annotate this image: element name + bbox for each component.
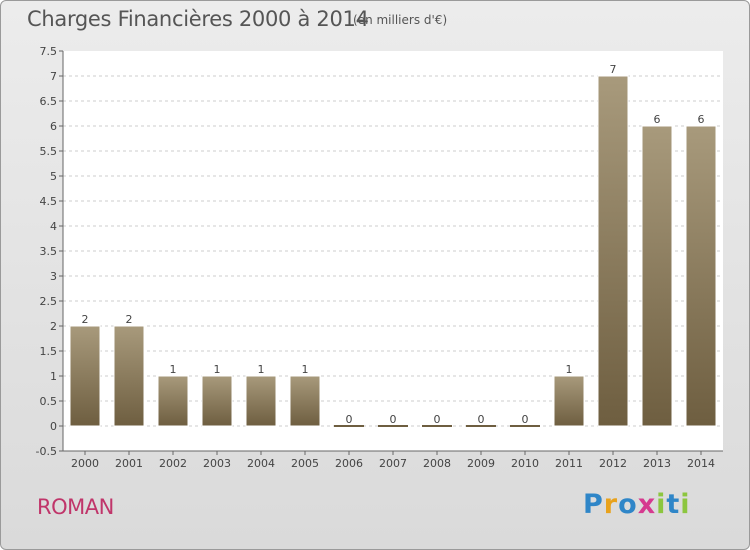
bar [334,425,364,427]
data-label: 1 [170,363,177,376]
x-tick-label: 2004 [247,457,275,470]
x-tick-label: 2005 [291,457,319,470]
y-tick-label: 2 [50,320,57,333]
bar [289,375,321,427]
x-tick-label: 2009 [467,457,495,470]
y-tick-label: 7 [50,70,57,83]
data-label: 1 [258,363,265,376]
data-label: 0 [434,413,441,426]
chart-subtitle: (en milliers d'€) [353,13,448,27]
data-label: 2 [126,313,133,326]
y-tick-label: 1 [50,370,57,383]
data-label: 1 [214,363,221,376]
y-tick-label: 6.5 [40,95,58,108]
x-tick-label: 2000 [71,457,99,470]
data-label: 0 [346,413,353,426]
bar [201,375,233,427]
bar [510,425,540,427]
logo-letter: x [637,489,657,520]
logo-letter: t [666,489,681,520]
x-tick-label: 2012 [599,457,627,470]
commune-name: ROMAN [37,495,114,519]
data-label: 6 [654,113,661,126]
y-tick-label: 3.5 [40,245,58,258]
bar [157,375,189,427]
proxiti-logo[interactable]: Proxiti [583,489,691,520]
x-tick-label: 2013 [643,457,671,470]
y-tick-label: 2.5 [40,295,58,308]
bar [685,125,717,427]
data-label: 1 [302,363,309,376]
y-tick-label: 4 [50,220,57,233]
data-label: 0 [390,413,397,426]
bar [422,425,452,427]
data-label: 0 [522,413,529,426]
bar [641,125,673,427]
logo-letter: P [583,489,604,520]
x-tick-label: 2008 [423,457,451,470]
logo-letter: i [656,489,667,520]
y-tick-label: 0.5 [40,395,58,408]
x-tick-label: 2002 [159,457,187,470]
bar [466,425,496,427]
bar [597,75,629,427]
y-tick-label: 5 [50,170,57,183]
x-tick-label: 2006 [335,457,363,470]
y-tick-label: 0 [50,420,57,433]
logo-letter: i [680,489,691,520]
logo-letter: r [603,489,619,520]
y-tick-label: 6 [50,120,57,133]
y-tick-label: -0.5 [36,445,57,458]
data-label: 7 [610,63,617,76]
y-tick-label: 4.5 [40,195,58,208]
data-label: 2 [82,313,89,326]
data-label: 6 [698,113,705,126]
x-tick-label: 2010 [511,457,539,470]
x-tick-label: 2007 [379,457,407,470]
data-label: 0 [478,413,485,426]
y-tick-label: 1.5 [40,345,58,358]
bar [113,325,145,427]
bar [245,375,277,427]
y-tick-label: 5.5 [40,145,58,158]
y-tick-label: 3 [50,270,57,283]
chart-title: Charges Financières 2000 à 2014 [27,7,369,31]
data-label: 1 [566,363,573,376]
bar [553,375,585,427]
logo-letter: o [618,489,638,520]
bar [378,425,408,427]
bar [69,325,101,427]
x-tick-label: 2014 [687,457,715,470]
y-tick-label: 7.5 [40,45,58,58]
x-tick-label: 2001 [115,457,143,470]
x-tick-label: 2011 [555,457,583,470]
x-tick-label: 2003 [203,457,231,470]
